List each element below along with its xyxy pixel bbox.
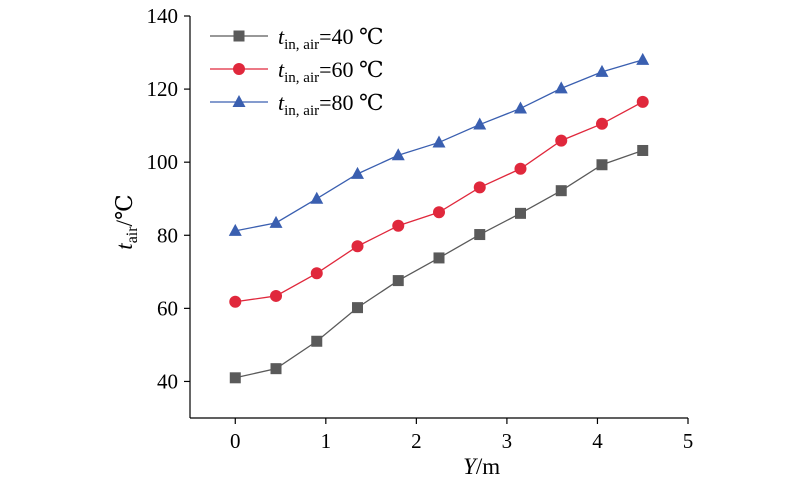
data-point (596, 159, 608, 171)
data-point (229, 295, 242, 308)
data-point (514, 207, 526, 219)
series-3 (228, 52, 650, 236)
legend-label: tin, air=60 ℃ (278, 57, 384, 86)
y-tick-label: 100 (147, 150, 179, 174)
legend-entry: tin, air=60 ℃ (210, 57, 384, 86)
x-tick-label: 3 (502, 429, 513, 453)
y-tick-label: 140 (147, 4, 179, 28)
x-tick-label: 0 (230, 429, 241, 453)
data-point (473, 181, 486, 194)
data-point (554, 81, 568, 94)
data-point (351, 240, 364, 253)
data-point (513, 101, 527, 114)
data-point (636, 95, 649, 108)
axes: 40 60 80 100 120 140 0 1 2 3 4 5 (147, 4, 694, 453)
series-2 (229, 95, 649, 308)
x-axis-title: Y/m (463, 454, 500, 479)
legend-marker (233, 30, 245, 42)
data-point (352, 302, 364, 314)
legend-marker (232, 95, 246, 107)
data-point (270, 289, 283, 302)
x-tick-label: 5 (683, 429, 694, 453)
legend-label: tin, air=80 ℃ (278, 90, 384, 119)
x-tick-label: 2 (411, 429, 422, 453)
data-point (637, 144, 649, 156)
data-point (391, 148, 405, 161)
data-point (636, 52, 650, 65)
legend: tin, air=40 ℃ tin, air=60 ℃ tin, air=80 ℃ (210, 24, 384, 119)
data-point (392, 275, 404, 287)
series-line (235, 101, 644, 303)
data-point (433, 252, 445, 264)
data-point (270, 363, 282, 375)
data-point (474, 229, 486, 241)
data-point (595, 117, 608, 130)
data-point (595, 64, 609, 77)
legend-marker (233, 63, 245, 75)
y-tick-label: 60 (157, 296, 178, 320)
series-1 (229, 144, 649, 384)
legend-entry: tin, air=40 ℃ (210, 24, 384, 53)
legend-label: tin, air=40 ℃ (278, 24, 384, 53)
data-point (269, 215, 283, 228)
data-point (351, 166, 365, 179)
data-point (310, 267, 323, 280)
series-layer (228, 52, 650, 384)
data-point (555, 134, 568, 147)
y-tick-label: 40 (157, 369, 178, 393)
data-point (514, 162, 527, 175)
y-tick-label: 80 (157, 223, 178, 247)
x-tick-label: 4 (592, 429, 603, 453)
data-point (392, 219, 405, 232)
x-tick-label: 1 (321, 429, 332, 453)
data-point (310, 191, 324, 204)
data-point (228, 223, 242, 236)
data-point (555, 185, 567, 197)
y-tick-label: 120 (147, 77, 179, 101)
y-axis-title: tair/℃ (112, 194, 141, 249)
axis-labels: Y/m tair/℃ (112, 194, 500, 479)
y-axis-title-text: tair/℃ (112, 194, 141, 249)
data-point (432, 135, 446, 148)
data-point (433, 206, 445, 219)
data-point (473, 117, 487, 130)
series-line (235, 149, 643, 379)
legend-entry: tin, air=80 ℃ (210, 90, 384, 119)
data-point (229, 372, 241, 384)
data-point (311, 335, 323, 347)
